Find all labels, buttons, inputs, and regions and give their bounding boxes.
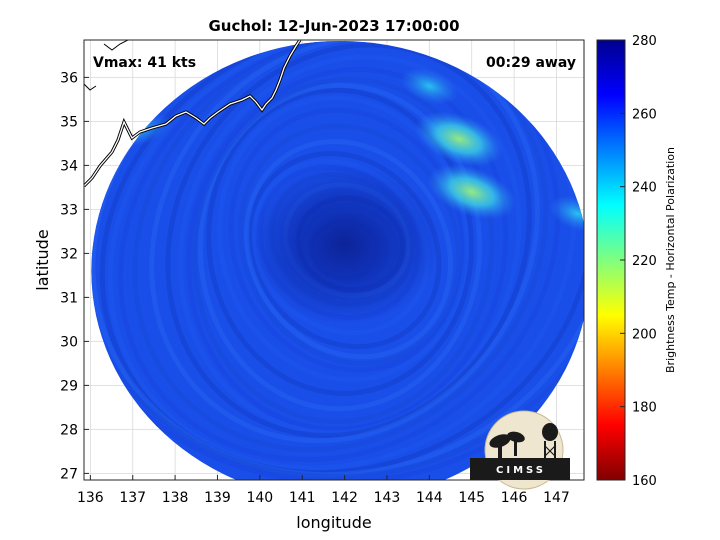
x-tick-label: 138 [162,490,189,506]
brightness-temperature-swath [91,41,584,480]
x-tick-label: 142 [331,490,358,506]
cloud-band [244,138,453,360]
coastline [84,40,302,188]
colorbar-ticks: 160 180 200 220 240 260 280 [620,34,657,489]
y-tick-label: 28 [60,422,78,438]
cloud-band [177,54,522,436]
satellite-dish-icon [489,431,525,458]
cloud-band [186,66,509,432]
warm-cloud-region [415,111,503,167]
colorbar-tick-label: 180 [632,401,657,416]
y-axis-ticks: 27 28 29 30 31 32 33 34 35 36 [60,70,89,482]
y-tick-label: 30 [60,334,78,350]
vmax-label: Vmax: 41 kts [93,55,196,71]
x-tick-label: 140 [246,490,273,506]
cloud-band [191,76,495,425]
x-tick-label: 147 [543,490,570,506]
cloud-band [206,87,474,396]
y-tick-label: 29 [60,378,78,394]
y-tick-label: 34 [60,158,78,174]
x-tick-label: 139 [204,490,231,506]
colorbar-tick-label: 240 [632,181,657,196]
colorbar-tick-label: 220 [632,254,657,269]
y-tick-label: 35 [60,114,78,130]
x-tick-label: 145 [458,490,485,506]
colorbar-tick-label: 160 [632,474,657,489]
warm-cloud-region [427,164,516,220]
warm-cloud-region [548,195,584,233]
x-axis-label: longitude [296,513,371,532]
warm-cloud-region [400,67,459,105]
time-offset-label: 00:29 away [486,55,576,71]
y-tick-label: 36 [60,70,78,86]
water-tower-icon [542,423,558,459]
cloud-band [91,41,584,478]
x-tick-label: 144 [416,490,443,506]
cloud-band [197,82,483,412]
cimss-logo: CIMSS [470,410,570,490]
storm-core [249,164,440,325]
x-tick-label: 141 [289,490,316,506]
colorbar-label: Brightness Temp - Horizontal Polarizatio… [664,147,677,373]
map-axes-frame [83,39,585,481]
colorbar-tick-label: 200 [632,327,657,342]
y-tick-label: 32 [60,246,78,262]
x-tick-label: 136 [77,490,104,506]
colorbar: 160 180 200 220 240 260 280 Brightness Temp - … [596,34,677,489]
x-tick-label: 143 [374,490,401,506]
x-tick-label: 137 [119,490,146,506]
y-tick-label: 31 [60,290,78,306]
logo-text: CIMSS [496,465,546,476]
x-tick-label: 146 [501,490,528,506]
x-axis-ticks: 136 137 138 139 140 141 142 143 144 145 146 147 [77,475,570,506]
y-tick-label: 33 [60,202,78,218]
cloud-band [91,41,584,480]
colorbar-tick-label: 260 [632,107,657,122]
y-axis-label: latitude [33,229,52,290]
cloud-band [165,42,532,438]
colorbar-tick-label: 280 [632,34,657,49]
figure-title: Guchol: 12-Jun-2023 17:00:00 [208,17,459,35]
y-tick-label: 27 [60,466,78,482]
